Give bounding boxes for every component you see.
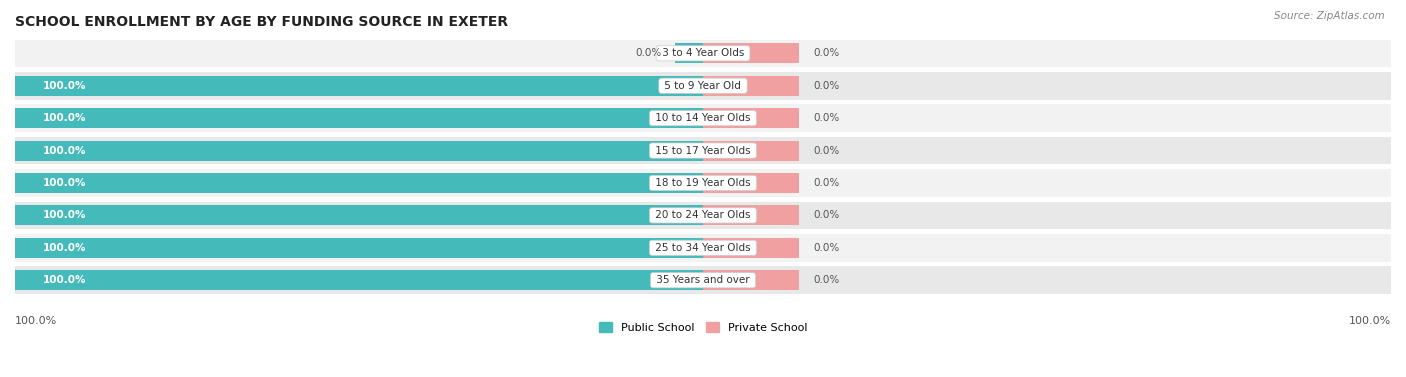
Text: 0.0%: 0.0% [813, 113, 839, 123]
Text: SCHOOL ENROLLMENT BY AGE BY FUNDING SOURCE IN EXETER: SCHOOL ENROLLMENT BY AGE BY FUNDING SOUR… [15, 15, 508, 29]
Text: 100.0%: 100.0% [1348, 316, 1391, 326]
Bar [703, 238, 800, 258]
Text: 0.0%: 0.0% [813, 210, 839, 221]
Bar [15, 104, 1391, 132]
Bar [703, 205, 800, 225]
Bar [15, 267, 1391, 294]
Bar [15, 108, 703, 128]
Text: 5 to 9 Year Old: 5 to 9 Year Old [661, 81, 745, 91]
Text: 0.0%: 0.0% [813, 178, 839, 188]
Bar [15, 40, 1391, 67]
Text: 0.0%: 0.0% [813, 48, 839, 58]
Bar [703, 76, 800, 96]
Text: 100.0%: 100.0% [15, 316, 58, 326]
Bar [675, 43, 703, 63]
Text: 100.0%: 100.0% [42, 243, 86, 253]
Bar [15, 137, 1391, 164]
Text: 100.0%: 100.0% [42, 146, 86, 156]
Bar [15, 238, 703, 258]
Text: 25 to 34 Year Olds: 25 to 34 Year Olds [652, 243, 754, 253]
Text: 100.0%: 100.0% [42, 275, 86, 285]
Text: 100.0%: 100.0% [42, 81, 86, 91]
Text: 18 to 19 Year Olds: 18 to 19 Year Olds [652, 178, 754, 188]
Bar [15, 76, 703, 96]
Bar [15, 141, 703, 161]
Bar [15, 169, 1391, 197]
Bar [15, 202, 1391, 229]
Text: 35 Years and over: 35 Years and over [652, 275, 754, 285]
Bar [15, 234, 1391, 262]
Bar [15, 173, 703, 193]
Text: 0.0%: 0.0% [813, 243, 839, 253]
Text: 100.0%: 100.0% [42, 113, 86, 123]
Text: 100.0%: 100.0% [42, 210, 86, 221]
Text: 20 to 24 Year Olds: 20 to 24 Year Olds [652, 210, 754, 221]
Text: 0.0%: 0.0% [813, 275, 839, 285]
Bar [703, 141, 800, 161]
Bar [703, 43, 800, 63]
Bar [15, 205, 703, 225]
Text: 100.0%: 100.0% [42, 178, 86, 188]
Text: 15 to 17 Year Olds: 15 to 17 Year Olds [652, 146, 754, 156]
Text: 3 to 4 Year Olds: 3 to 4 Year Olds [658, 48, 748, 58]
Text: Source: ZipAtlas.com: Source: ZipAtlas.com [1274, 11, 1385, 21]
Text: 10 to 14 Year Olds: 10 to 14 Year Olds [652, 113, 754, 123]
Bar [15, 72, 1391, 100]
Text: 0.0%: 0.0% [813, 81, 839, 91]
Legend: Public School, Private School: Public School, Private School [595, 318, 811, 337]
Bar [703, 173, 800, 193]
Bar [15, 270, 703, 290]
Text: 0.0%: 0.0% [813, 146, 839, 156]
Text: 0.0%: 0.0% [636, 48, 662, 58]
Bar [703, 108, 800, 128]
Bar [703, 270, 800, 290]
